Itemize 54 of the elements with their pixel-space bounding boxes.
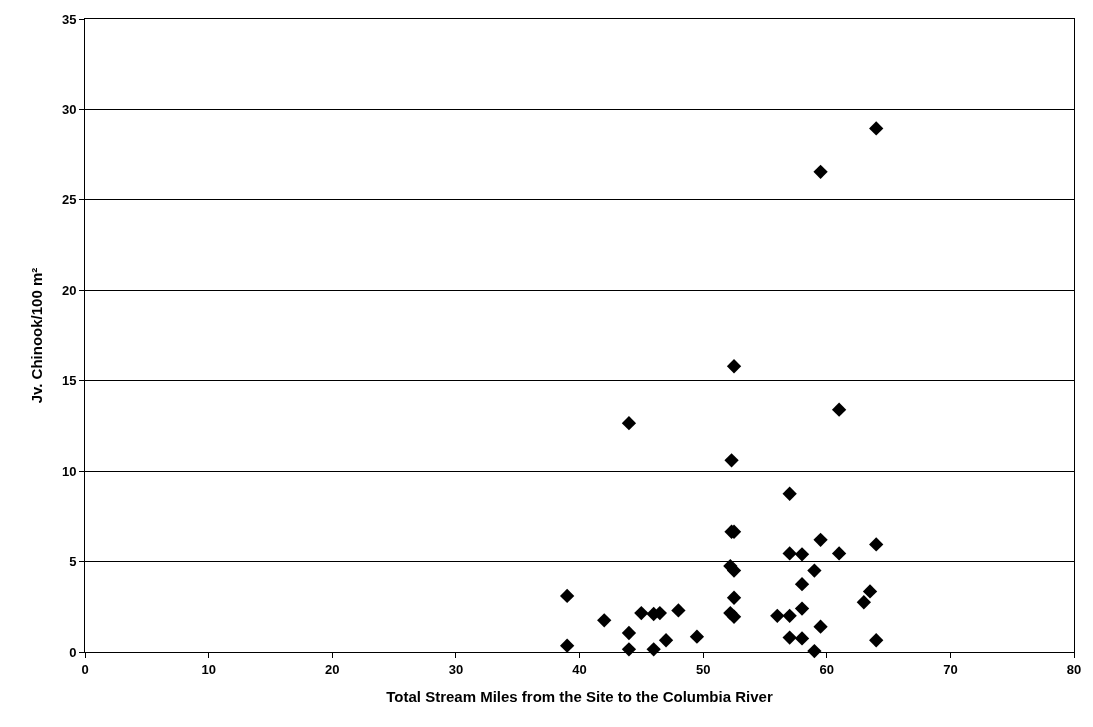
y-axis-title: Jv. Chinook/100 m² <box>28 267 46 404</box>
point <box>770 608 785 623</box>
y-tick-label: 0 <box>69 644 77 660</box>
point <box>794 547 810 562</box>
y-tick-label: 5 <box>69 554 77 570</box>
point <box>621 625 637 641</box>
y-tick-label: 15 <box>61 373 77 389</box>
point <box>658 633 674 648</box>
x-tick-label: 20 <box>325 661 340 677</box>
point <box>671 603 686 618</box>
y-tick-label: 25 <box>61 192 77 208</box>
point <box>813 532 828 548</box>
x-tick-label: 70 <box>943 661 958 677</box>
y-tick-label: 35 <box>61 11 77 27</box>
point <box>813 619 828 634</box>
x-tick-label: 30 <box>448 661 464 677</box>
point <box>794 601 810 616</box>
x-tick-label: 0 <box>81 661 89 677</box>
point <box>869 633 884 648</box>
point <box>782 608 797 623</box>
point <box>831 402 847 417</box>
point <box>782 630 797 645</box>
point <box>794 577 810 592</box>
point <box>621 416 637 431</box>
point <box>807 563 822 578</box>
point <box>726 590 742 605</box>
point <box>559 638 575 653</box>
point <box>831 546 847 561</box>
point <box>869 537 884 552</box>
x-axis-title: Total Stream Miles from the Site to the Columbia River <box>386 687 773 705</box>
point <box>813 164 828 179</box>
point <box>597 613 612 628</box>
point <box>559 588 575 604</box>
point <box>794 631 810 646</box>
point <box>689 629 705 644</box>
point <box>782 486 797 501</box>
y-tick-label: 10 <box>61 463 77 479</box>
point <box>724 453 739 468</box>
point <box>726 609 742 624</box>
point <box>726 359 742 374</box>
point <box>862 584 878 599</box>
point <box>856 595 871 610</box>
x-tick-label: 10 <box>201 661 216 677</box>
point <box>634 605 649 621</box>
point <box>782 546 797 561</box>
x-tick-label: 40 <box>572 661 587 677</box>
x-tick-label: 60 <box>819 661 834 677</box>
x-tick-label: 50 <box>695 661 711 677</box>
point <box>646 642 661 657</box>
y-tick-label: 20 <box>61 282 77 298</box>
x-tick-label: 80 <box>1066 661 1082 677</box>
point <box>869 121 884 136</box>
y-tick-label: 30 <box>61 101 77 117</box>
point <box>726 563 742 578</box>
